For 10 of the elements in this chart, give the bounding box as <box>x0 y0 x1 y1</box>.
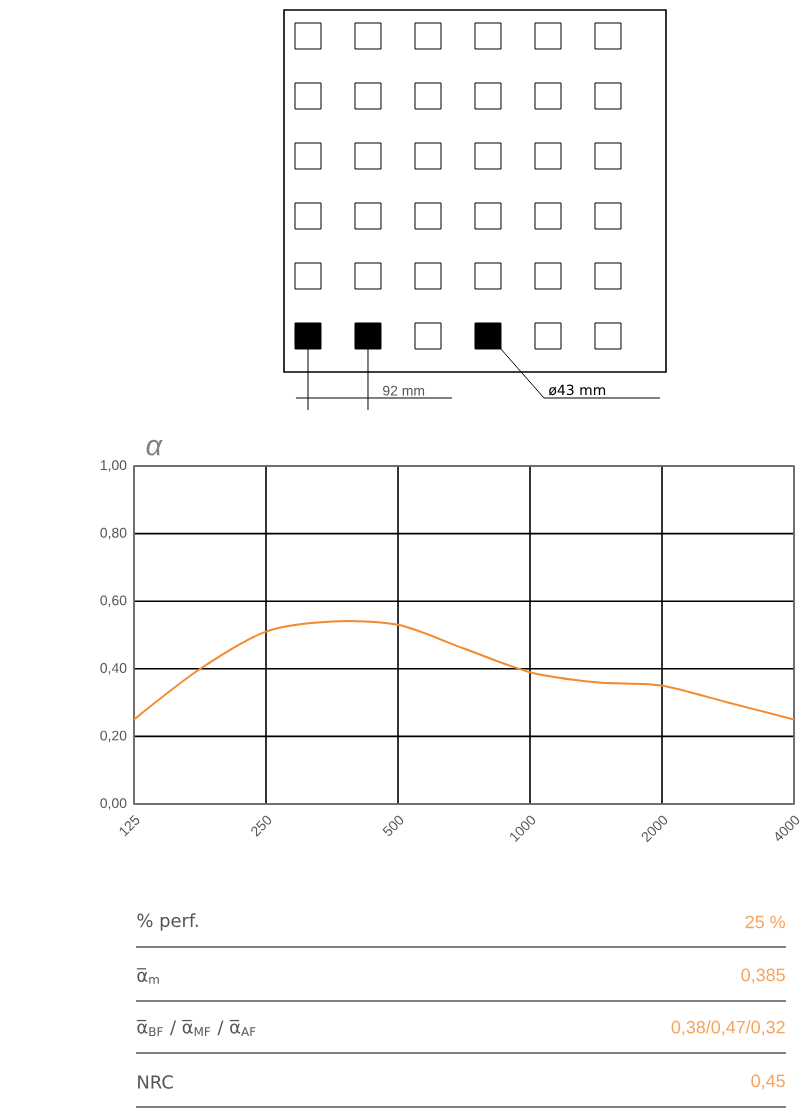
text: % perf. <box>137 913 198 931</box>
line-series <box>133 620 794 721</box>
text: 0,45 <box>751 1074 785 1090</box>
text: 0,385 <box>741 968 785 984</box>
y-axis-title: α <box>146 439 163 456</box>
text: 0,38/0,47/0,32 <box>671 1020 785 1036</box>
text: NRC <box>137 1075 173 1089</box>
text: α̅$_{BF}$ / α̅$_{MF}$ / α̅$_{AF}$ <box>136 1019 256 1037</box>
text: α̅$_{m}$ <box>136 968 159 984</box>
text: 25 % <box>745 915 785 929</box>
